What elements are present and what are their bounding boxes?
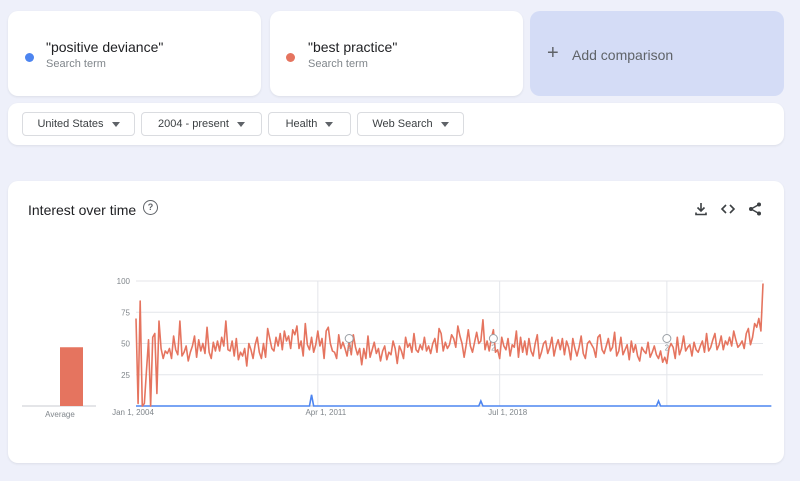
caret-down-icon bbox=[236, 121, 245, 127]
interest-over-time-chart: 100 75 50 25 Jan 1, 2004 Apr 1, 2011 Jul 1, 20… bbox=[22, 277, 772, 419]
search-term-name[interactable]: "positive deviance" bbox=[46, 39, 164, 55]
search-term-sublabel: Search term bbox=[46, 58, 106, 70]
caret-down-icon bbox=[325, 121, 334, 127]
series-line-best-practice bbox=[135, 283, 764, 407]
search-term-name[interactable]: "best practice" bbox=[308, 39, 398, 55]
average-label: Average bbox=[45, 410, 75, 419]
x-tick-label: Jan 1, 2004 bbox=[112, 408, 154, 417]
interest-over-time-card: 100 75 50 25 Jan 1, 2004 Apr 1, 2011 Jul 1, 20… bbox=[8, 181, 784, 463]
annotation-marker-label: 2 bbox=[347, 344, 352, 353]
add-comparison-button[interactable]: + Add comparison bbox=[530, 11, 784, 96]
x-tick-label: Jul 1, 2018 bbox=[488, 408, 528, 417]
search-type-dropdown-label: Web Search bbox=[372, 118, 433, 130]
filter-bar: United States 2004 - present Health Web … bbox=[8, 103, 784, 145]
region-dropdown[interactable]: United States bbox=[22, 112, 135, 136]
search-term-sublabel: Search term bbox=[308, 58, 368, 70]
average-bar bbox=[60, 347, 83, 406]
annotation-marker-label: 2 bbox=[665, 344, 670, 353]
help-icon[interactable]: ? bbox=[143, 200, 158, 215]
embed-icon[interactable] bbox=[720, 201, 736, 217]
series-line-positive-deviance bbox=[136, 394, 772, 407]
chart-title: Interest over time bbox=[28, 202, 137, 218]
search-term-card-positive-deviance[interactable]: "positive deviance" Search term bbox=[8, 11, 261, 96]
time-range-dropdown[interactable]: 2004 - present bbox=[141, 112, 262, 136]
annotation-marker-label: 2 bbox=[491, 344, 496, 353]
x-tick-label: Apr 1, 2011 bbox=[305, 408, 346, 417]
download-icon[interactable] bbox=[693, 201, 709, 217]
annotation-marker bbox=[662, 334, 672, 343]
y-tick-label: 25 bbox=[121, 371, 130, 380]
caret-down-icon bbox=[111, 121, 120, 127]
category-dropdown-label: Health bbox=[285, 118, 318, 130]
y-tick-label: 50 bbox=[121, 340, 130, 349]
category-dropdown[interactable]: Health bbox=[268, 112, 351, 136]
add-comparison-label: Add comparison bbox=[572, 47, 674, 63]
series-color-dot-red bbox=[286, 53, 295, 62]
search-term-card-best-practice[interactable]: "best practice" Search term bbox=[270, 11, 523, 96]
annotation-marker bbox=[344, 334, 354, 343]
series-color-dot-blue bbox=[25, 53, 34, 62]
search-type-dropdown[interactable]: Web Search bbox=[357, 112, 464, 136]
y-tick-label: 100 bbox=[117, 277, 131, 286]
time-range-dropdown-label: 2004 - present bbox=[158, 118, 229, 130]
plus-icon: + bbox=[547, 42, 559, 64]
share-icon[interactable] bbox=[747, 201, 763, 217]
region-dropdown-label: United States bbox=[37, 118, 104, 130]
y-tick-label: 75 bbox=[121, 308, 130, 317]
caret-down-icon bbox=[440, 121, 449, 127]
annotation-marker bbox=[488, 334, 498, 343]
